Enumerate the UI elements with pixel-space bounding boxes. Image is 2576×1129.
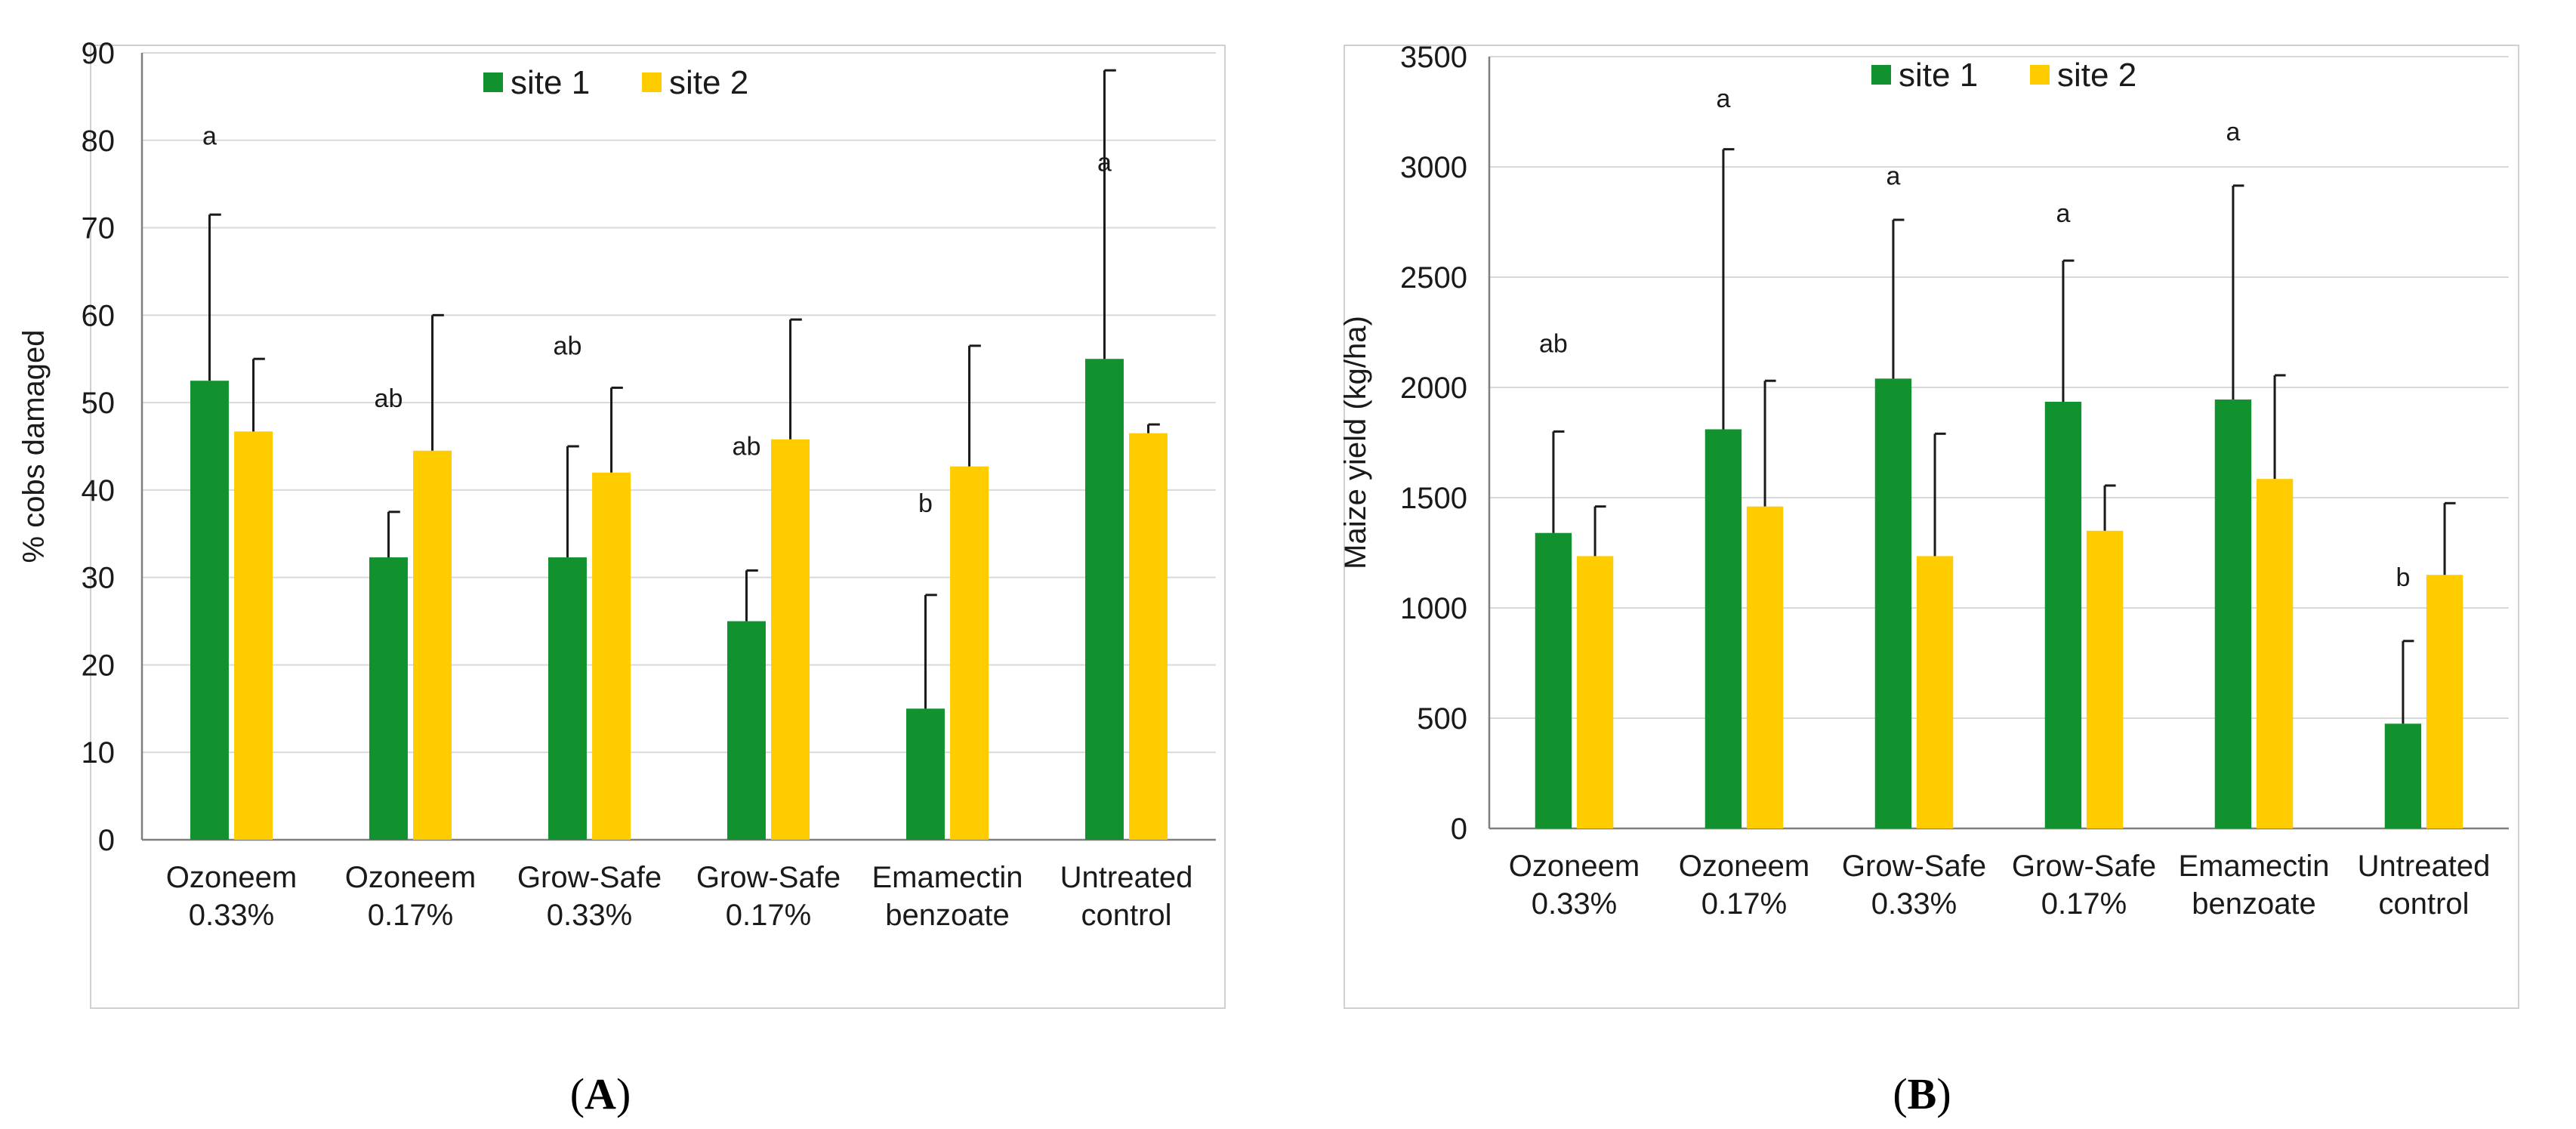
x-tick-label: 0.17% (368, 899, 453, 932)
bar-site-2-1 (413, 450, 452, 840)
y-axis-label: Maize yield (kg/ha) (1339, 316, 1372, 569)
chart-frame (1344, 45, 2519, 1009)
bar-site-1-0 (190, 381, 229, 841)
y-tick-label: 10 (82, 736, 116, 770)
y-tick-label: 40 (82, 474, 116, 507)
x-tick-label: Emamectin (2178, 850, 2329, 883)
bar-site-2-4 (2256, 479, 2294, 828)
x-tick-label: benzoate (2192, 887, 2316, 921)
x-tick-label: Grow-Safe (517, 861, 662, 894)
x-tick-label: Untreated (1060, 861, 1193, 894)
chart-frame (90, 45, 1226, 1009)
x-tick-label: Grow-Safe (1842, 850, 1986, 883)
bar-site-1-5 (2384, 723, 2422, 828)
y-tick-label: 1000 (1400, 592, 1467, 625)
significance-letter: ab (1539, 329, 1568, 358)
significance-letter: ab (554, 332, 582, 360)
y-tick-label: 60 (82, 299, 116, 332)
bar-site-1-3 (727, 621, 766, 840)
y-tick-label: 3500 (1400, 41, 1467, 74)
chart-panel-B: 0 500 1000 1500 2000 2500 3000 3500 Maize yield … (1339, 41, 2519, 1118)
x-tick-label: 0.17% (2041, 887, 2127, 921)
x-tick-label: Ozoneem (166, 861, 297, 894)
x-tick-label: benzoate (885, 899, 1010, 932)
y-tick-label: 0 (98, 824, 115, 857)
significance-letter: a (202, 122, 217, 151)
legend-label: site 2 (2057, 57, 2136, 94)
bar-site-2-2 (1916, 556, 1954, 828)
x-tick-label: control (1081, 899, 1171, 932)
x-tick-label: Ozoneem (345, 861, 476, 894)
y-tick-label: 1500 (1400, 482, 1467, 515)
bar-site-1-1 (1704, 429, 1742, 828)
x-tick-label: 0.17% (1701, 887, 1787, 921)
bar-site-2-2 (592, 472, 631, 840)
y-tick-label: 2000 (1400, 372, 1467, 405)
x-tick-label: 0.33% (189, 899, 274, 932)
y-tick-label: 20 (82, 649, 116, 682)
y-tick-label: 80 (82, 125, 116, 158)
significance-letter: a (1886, 162, 1900, 190)
bar-site-1-2 (1874, 378, 1912, 828)
bar-site-1-4 (905, 708, 945, 840)
bar-site-2-0 (234, 431, 273, 840)
y-tick-label: 90 (82, 37, 116, 70)
x-tick-label: Ozoneem (1679, 850, 1809, 883)
legend-label: site 2 (669, 64, 748, 101)
chart-panel-A: 0 10 20 30 40 50 60 70 80 90 % cobs damaged Ozoneem… (17, 37, 1226, 1118)
bar-site-2-5 (1129, 433, 1168, 840)
significance-letter: a (1716, 85, 1730, 113)
y-tick-label: 30 (82, 562, 116, 595)
x-tick-label: 0.33% (547, 899, 632, 932)
x-tick-label: 0.17% (726, 899, 811, 932)
bar-site-1-2 (548, 557, 587, 840)
x-tick-label: control (2378, 887, 2469, 921)
legend-swatch (2030, 65, 2050, 85)
y-tick-label: 3000 (1400, 151, 1467, 184)
significance-letter: ab (375, 384, 403, 413)
y-tick-label: 0 (1451, 813, 1467, 846)
legend-label: site 1 (511, 64, 590, 101)
significance-letter: b (2396, 563, 2410, 592)
bar-site-1-5 (1084, 359, 1124, 840)
bar-site-2-5 (2426, 575, 2463, 828)
y-tick-label: 50 (82, 387, 116, 420)
x-tick-label: Ozoneem (1509, 850, 1640, 883)
panel-label: (A) (570, 1069, 631, 1118)
bar-site-2-1 (1746, 506, 1784, 828)
bar-site-1-4 (2214, 399, 2252, 828)
panel-label: (B) (1893, 1069, 1951, 1118)
y-tick-label: 500 (1417, 702, 1467, 736)
y-tick-label: 70 (82, 212, 116, 245)
legend-label: site 1 (1899, 57, 1978, 94)
x-tick-label: Grow-Safe (2012, 850, 2156, 883)
x-tick-label: 0.33% (1532, 887, 1617, 921)
bar-site-1-3 (2044, 401, 2082, 828)
legend-swatch (483, 72, 503, 92)
legend-swatch (642, 72, 662, 92)
y-axis-label: % cobs damaged (17, 329, 51, 563)
significance-letter: a (2226, 118, 2240, 147)
x-tick-label: 0.33% (1871, 887, 1957, 921)
y-tick-label: 2500 (1400, 261, 1467, 295)
significance-letter: ab (733, 433, 761, 461)
x-tick-label: Untreated (2358, 850, 2491, 883)
significance-letter: b (918, 489, 933, 518)
significance-letter: a (2056, 199, 2070, 228)
bar-site-2-3 (2086, 530, 2124, 828)
bar-site-2-3 (771, 439, 810, 840)
bar-site-2-0 (1576, 556, 1614, 828)
legend-swatch (1871, 65, 1891, 85)
x-tick-label: Grow-Safe (696, 861, 841, 894)
bar-site-1-0 (1535, 532, 1572, 828)
bar-site-1-1 (369, 557, 408, 840)
x-tick-label: Emamectin (872, 861, 1023, 894)
significance-letter: a (1097, 148, 1112, 177)
bar-site-2-4 (950, 466, 989, 840)
